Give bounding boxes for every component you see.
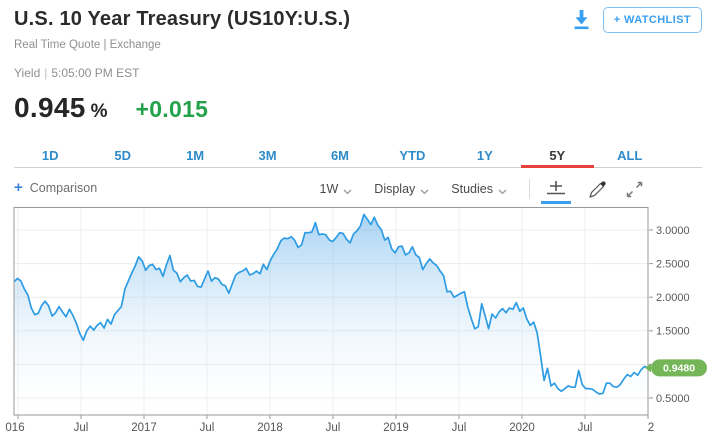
draw-button[interactable] (582, 178, 611, 200)
y-axis-label: 3.0000 (656, 225, 690, 237)
toolbar-right-group: 1W Display Studies (320, 178, 658, 204)
x-axis-label: Jul (326, 422, 341, 434)
add-comparison-button[interactable]: + Comparison (14, 179, 98, 196)
tab-all[interactable]: ALL (617, 148, 643, 163)
interval-dropdown[interactable]: 1W (320, 180, 353, 198)
quote-type-label: Yield (14, 66, 41, 80)
top-controls: + WATCHLIST (569, 6, 702, 33)
x-axis-label: Jul (452, 422, 467, 434)
chevron-down-icon (498, 182, 507, 200)
price-chart[interactable]: 0.50001.00001.50002.00002.50003.0000016J… (0, 205, 710, 446)
draw-pencil-icon (586, 181, 607, 203)
range-tab-bar: 1D 5D 1M 3M 6M YTD 1Y 5Y ALL (14, 143, 666, 168)
x-axis-label: 2019 (383, 422, 409, 434)
studies-dropdown[interactable]: Studies (451, 180, 507, 198)
y-axis-label: 1.5000 (656, 326, 690, 338)
tab-ytd[interactable]: YTD (399, 148, 426, 163)
area-fill (14, 214, 648, 415)
price-row: 0.945 % +0.015 (14, 92, 208, 124)
chart-style-icon (544, 181, 568, 203)
expand-icon (625, 181, 644, 203)
add-watchlist-button[interactable]: + WATCHLIST (602, 6, 702, 33)
x-axis-label: 2 (648, 422, 654, 434)
tab-5d[interactable]: 5D (114, 148, 131, 163)
yield-change: +0.015 (135, 96, 209, 122)
last-price-label: 0.9480 (663, 363, 695, 375)
x-axis-label: 2018 (257, 422, 283, 434)
quote-timestamp: 5:05:00 PM EST (51, 66, 140, 80)
display-dropdown[interactable]: Display (374, 180, 429, 198)
tab-6m[interactable]: 6M (330, 148, 349, 163)
tab-1m[interactable]: 1M (186, 148, 205, 163)
download-button[interactable] (569, 6, 594, 33)
tabs-divider (14, 167, 702, 168)
download-arrow-icon (571, 10, 592, 34)
interval-label: 1W (319, 182, 339, 196)
price-chart-svg: 0.50001.00001.50002.00002.50003.0000016J… (5, 207, 707, 434)
chevron-down-icon (343, 182, 352, 200)
separator: | (44, 66, 48, 80)
studies-label: Studies (451, 182, 493, 196)
display-label: Display (374, 182, 416, 196)
tab-3m[interactable]: 3M (258, 148, 277, 163)
page-title: U.S. 10 Year Treasury (US10Y:U.S.) (14, 8, 351, 30)
quote-meta-row: Yield | 5:05:00 PM EST (14, 66, 139, 80)
tab-5y[interactable]: 5Y (521, 143, 593, 168)
fullscreen-button[interactable] (621, 179, 648, 200)
x-axis-label: Jul (74, 422, 89, 434)
plus-icon: + (14, 179, 23, 196)
x-axis-label: Jul (578, 422, 593, 434)
last-price-badge (651, 359, 707, 377)
toolbar-divider (529, 179, 530, 199)
price-line (13, 213, 649, 395)
tab-1y[interactable]: 1Y (476, 148, 493, 163)
y-axis-label: 2.0000 (656, 292, 690, 304)
chart-style-button[interactable] (540, 178, 572, 204)
y-axis-label: 0.5000 (656, 393, 690, 405)
comparison-label: Comparison (29, 181, 98, 195)
plot-border (13, 207, 649, 416)
chevron-down-icon (420, 182, 429, 200)
chart-toolbar: + Comparison 1W Display Studies (0, 176, 710, 204)
x-axis-label: Jul (200, 422, 215, 434)
yield-value: 0.945 (14, 92, 86, 123)
quote-source-subtitle: Real Time Quote | Exchange (14, 39, 161, 51)
watchlist-button-label: + WATCHLIST (613, 13, 691, 26)
x-axis-label: 016 (5, 422, 24, 434)
yield-unit: % (90, 101, 108, 122)
y-axis-label: 2.5000 (656, 258, 690, 270)
x-axis-label: 2020 (509, 422, 535, 434)
tab-1d[interactable]: 1D (41, 148, 59, 163)
last-price-pointer (645, 363, 651, 373)
x-axis-label: 2017 (131, 422, 157, 434)
